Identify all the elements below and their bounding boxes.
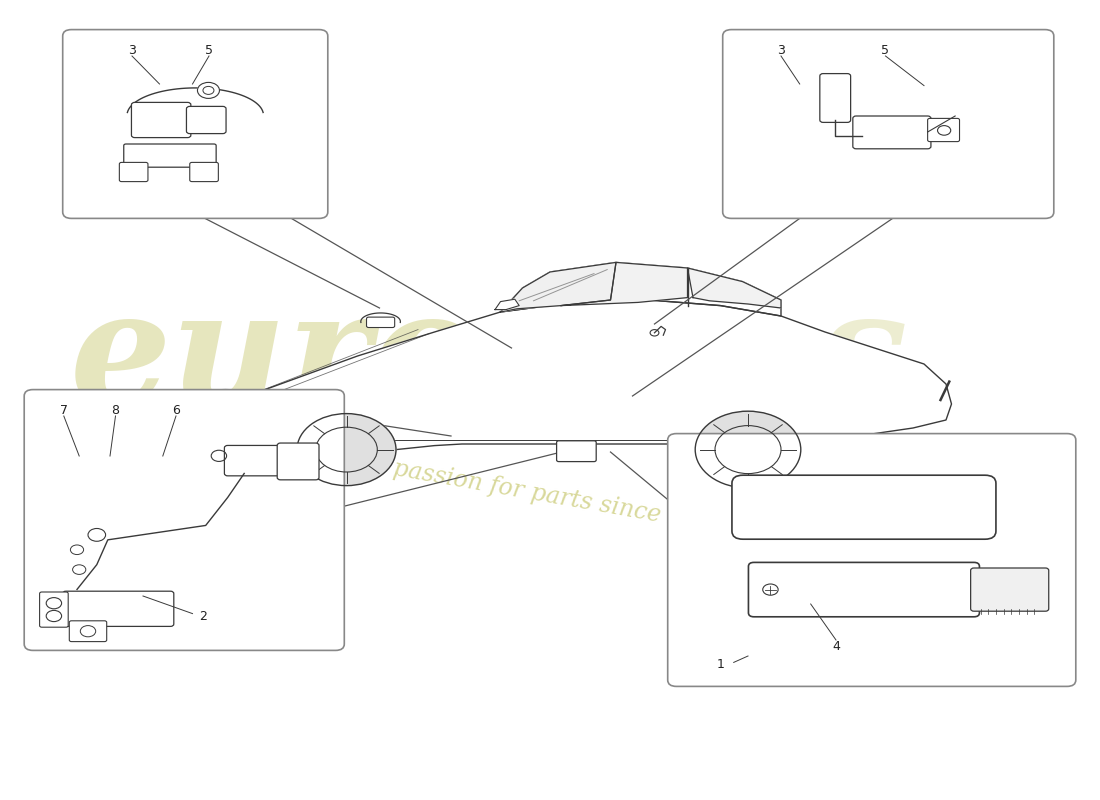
FancyBboxPatch shape (557, 441, 596, 462)
FancyBboxPatch shape (40, 592, 68, 627)
FancyBboxPatch shape (132, 102, 191, 138)
FancyBboxPatch shape (224, 446, 280, 476)
Text: 3: 3 (128, 44, 136, 57)
FancyBboxPatch shape (366, 317, 395, 327)
Polygon shape (500, 262, 616, 312)
FancyBboxPatch shape (186, 106, 227, 134)
Polygon shape (688, 268, 781, 308)
FancyBboxPatch shape (970, 568, 1048, 611)
Polygon shape (500, 262, 781, 316)
Text: a passion for parts since 1985: a passion for parts since 1985 (371, 454, 729, 538)
Polygon shape (561, 262, 688, 306)
Text: 4: 4 (832, 640, 840, 653)
Text: 3: 3 (777, 44, 785, 57)
FancyBboxPatch shape (732, 475, 996, 539)
FancyBboxPatch shape (119, 162, 147, 182)
Text: 8: 8 (111, 404, 120, 417)
Circle shape (297, 414, 396, 486)
Circle shape (198, 82, 219, 98)
FancyBboxPatch shape (63, 591, 174, 626)
Text: 6: 6 (172, 404, 180, 417)
Circle shape (88, 529, 106, 542)
FancyBboxPatch shape (723, 30, 1054, 218)
FancyBboxPatch shape (927, 118, 959, 142)
Text: 7: 7 (59, 404, 68, 417)
Text: 2: 2 (199, 610, 208, 622)
Circle shape (695, 411, 801, 488)
FancyBboxPatch shape (277, 443, 319, 480)
FancyBboxPatch shape (668, 434, 1076, 686)
FancyBboxPatch shape (123, 144, 216, 167)
FancyBboxPatch shape (69, 621, 107, 642)
FancyBboxPatch shape (820, 74, 850, 122)
Text: europ: europ (70, 283, 590, 437)
FancyBboxPatch shape (189, 162, 218, 182)
Text: 5: 5 (881, 44, 890, 57)
FancyBboxPatch shape (748, 562, 979, 617)
Circle shape (70, 545, 84, 554)
FancyBboxPatch shape (852, 116, 931, 149)
FancyBboxPatch shape (24, 390, 344, 650)
FancyBboxPatch shape (63, 30, 328, 218)
Circle shape (73, 565, 86, 574)
Text: 1: 1 (716, 658, 725, 670)
Text: 5: 5 (205, 44, 213, 57)
Text: artes: artes (455, 283, 909, 437)
Polygon shape (192, 300, 951, 450)
Polygon shape (495, 299, 519, 310)
